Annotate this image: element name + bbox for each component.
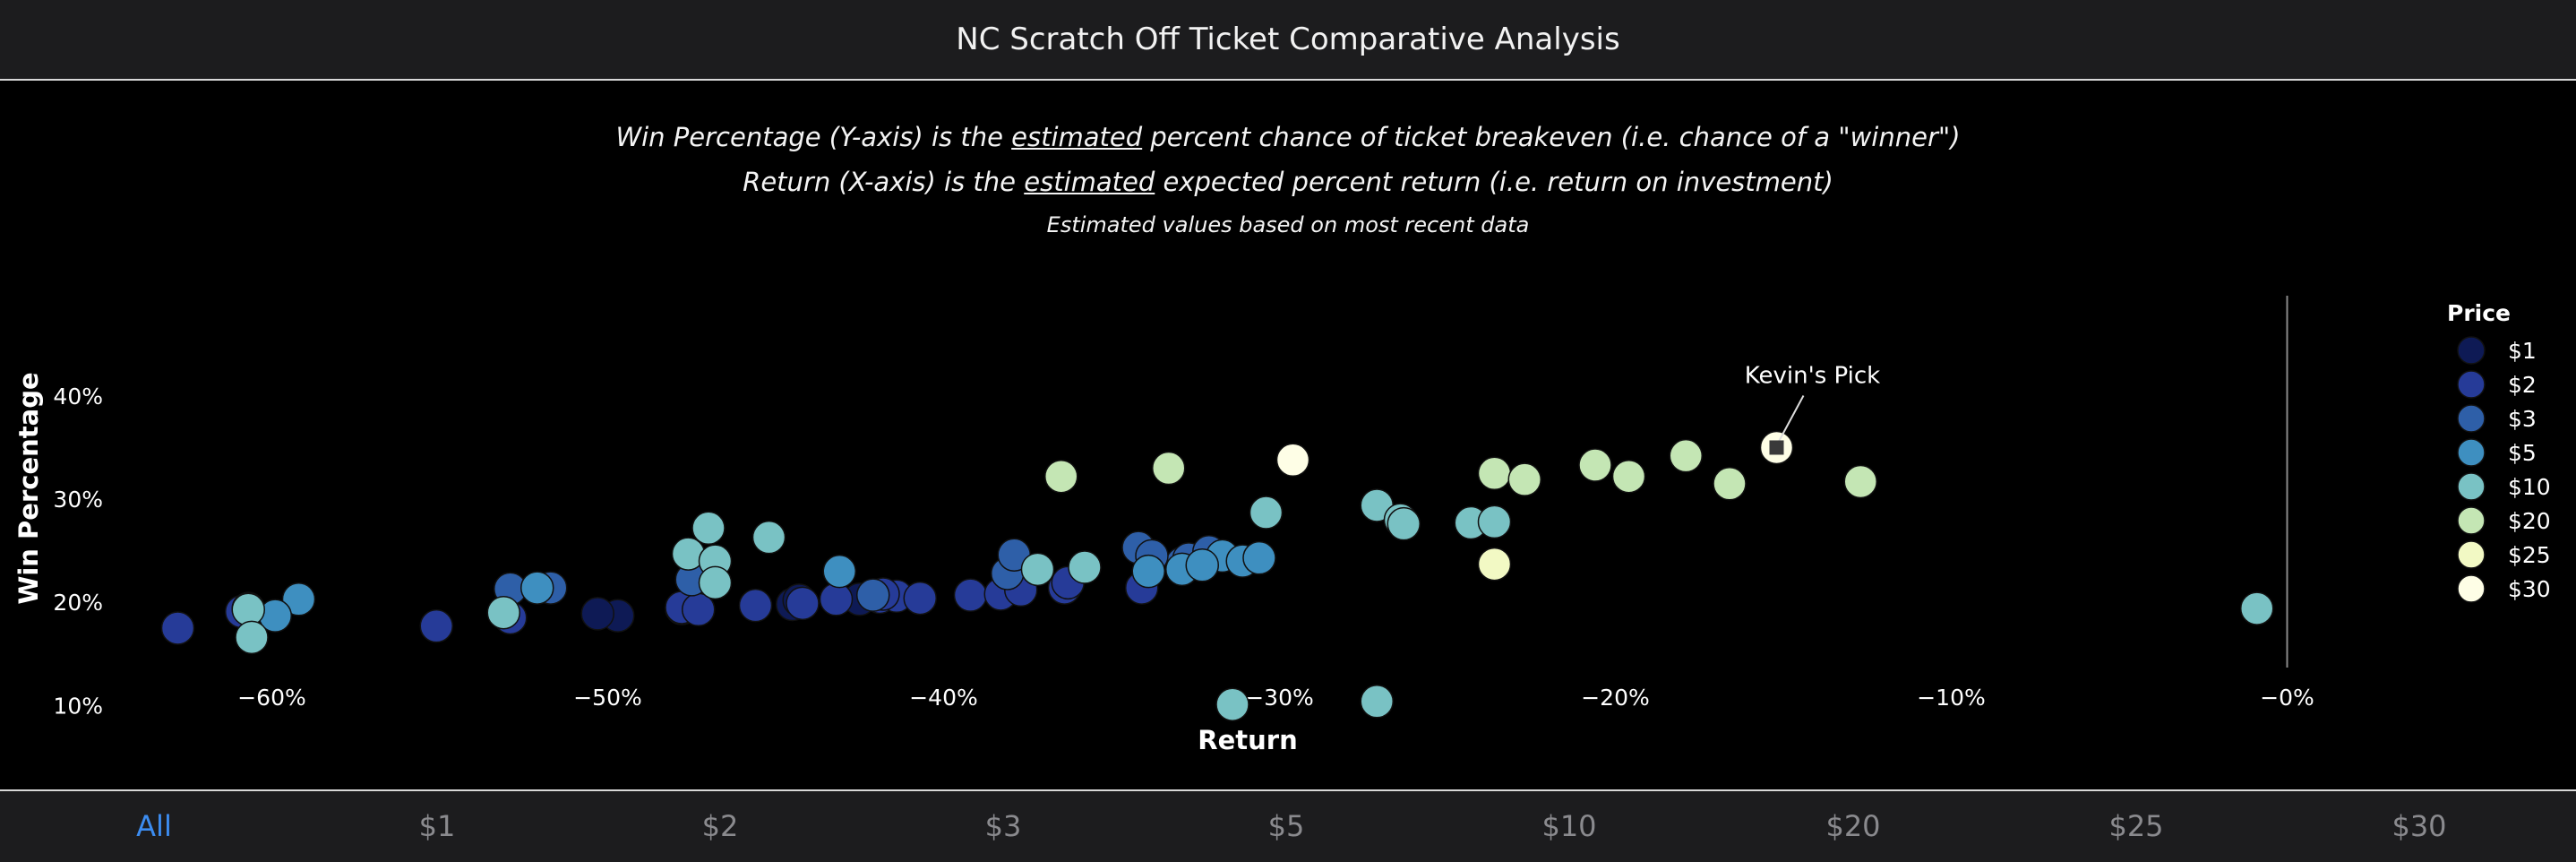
data-point xyxy=(1477,547,1512,582)
legend-label: $3 xyxy=(2508,406,2537,432)
data-point xyxy=(1578,448,1612,482)
legend-swatch xyxy=(2457,404,2486,433)
tab-price-20[interactable]: $20 xyxy=(1825,809,1881,843)
data-point xyxy=(1249,496,1284,530)
tab-price-25[interactable]: $25 xyxy=(2108,809,2164,843)
data-point xyxy=(1275,443,1310,478)
tab-price-30[interactable]: $30 xyxy=(2391,809,2447,843)
data-point xyxy=(1477,504,1512,539)
legend-label: $10 xyxy=(2508,474,2551,500)
data-point xyxy=(1843,464,1877,499)
description-line-2-pre: Return (X-axis) is the xyxy=(743,167,1025,197)
data-point xyxy=(691,511,726,546)
tab-price-5[interactable]: $5 xyxy=(1267,809,1305,843)
data-point xyxy=(1669,438,1703,473)
description-line-1-pre: Win Percentage (Y-axis) is the xyxy=(615,122,1012,152)
tab-price-2[interactable]: $2 xyxy=(701,809,739,843)
data-point xyxy=(819,582,854,616)
x-axis-label: Return xyxy=(1198,725,1297,755)
legend-swatch xyxy=(2457,438,2486,467)
data-point xyxy=(953,578,988,612)
price-tab-bar: All $1 $2 $3 $5 $10 $20 $25 $30 xyxy=(0,789,2576,862)
data-point xyxy=(235,620,269,655)
legend-swatch xyxy=(2457,574,2486,603)
data-point xyxy=(1477,456,1512,491)
data-point xyxy=(698,565,733,600)
annotation-label: Kevin's Pick xyxy=(1745,362,1880,389)
data-point xyxy=(856,578,890,612)
description-line-1-emphasis: estimated xyxy=(1011,122,1143,152)
header-bar: NC Scratch Off Ticket Comparative Analys… xyxy=(0,0,2576,81)
data-point xyxy=(1387,506,1421,541)
annotation-marker xyxy=(1769,440,1784,455)
legend-label: $2 xyxy=(2508,372,2537,398)
data-point xyxy=(1044,459,1078,494)
data-point xyxy=(2240,591,2274,625)
data-point xyxy=(160,611,195,645)
legend-swatch xyxy=(2457,506,2486,535)
data-point xyxy=(1131,554,1165,589)
data-point xyxy=(1185,547,1219,582)
legend-label: $1 xyxy=(2508,338,2537,364)
data-point xyxy=(580,597,614,631)
annotation-arrow xyxy=(1777,395,1805,443)
legend-label: $20 xyxy=(2508,508,2551,534)
data-point xyxy=(419,608,453,643)
data-point xyxy=(486,595,520,630)
data-point xyxy=(1152,451,1186,486)
data-point xyxy=(1020,552,1055,587)
x-tick-label: −40% xyxy=(909,685,978,711)
description-line-3: Estimated values based on most recent da… xyxy=(1046,212,1530,237)
data-point xyxy=(822,554,856,589)
x-tick-label: −0% xyxy=(2260,685,2314,711)
data-point xyxy=(903,581,937,616)
y-tick-label: 40% xyxy=(53,384,103,409)
tab-all[interactable]: All xyxy=(136,809,172,843)
data-point xyxy=(281,582,316,616)
data-point xyxy=(1507,462,1541,496)
y-tick-label: 20% xyxy=(53,590,103,616)
data-point xyxy=(738,588,773,623)
legend-label: $5 xyxy=(2508,440,2537,466)
tab-price-10[interactable]: $10 xyxy=(1541,809,1597,843)
legend-label: $30 xyxy=(2508,576,2551,602)
description-line-2-emphasis: estimated xyxy=(1024,167,1155,197)
tab-price-1[interactable]: $1 xyxy=(418,809,456,843)
description-line-1: Win Percentage (Y-axis) is the estimated… xyxy=(0,115,2576,159)
x-tick-label: −60% xyxy=(237,685,306,711)
tab-price-3[interactable]: $3 xyxy=(984,809,1022,843)
y-tick-label: 30% xyxy=(53,487,103,513)
x-tick-label: −20% xyxy=(1581,685,1650,711)
page-title: NC Scratch Off Ticket Comparative Analys… xyxy=(956,22,1620,57)
legend-swatch xyxy=(2457,540,2486,569)
x-tick-label: −30% xyxy=(1245,685,1314,711)
data-point xyxy=(1360,684,1394,719)
chart-description: Win Percentage (Y-axis) is the estimated… xyxy=(0,115,2576,246)
description-line-1-post: percent chance of ticket breakeven (i.e.… xyxy=(1142,122,1961,152)
x-tick-label: −50% xyxy=(573,685,642,711)
legend-swatch xyxy=(2457,370,2486,399)
legend-swatch xyxy=(2457,472,2486,501)
data-point xyxy=(1713,467,1747,501)
data-point xyxy=(1215,687,1249,721)
data-point xyxy=(1611,459,1646,494)
description-line-2-post: expected percent return (i.e. return on … xyxy=(1155,167,1833,197)
legend-swatch xyxy=(2457,336,2486,365)
data-point xyxy=(231,592,265,627)
y-tick-label: 10% xyxy=(53,693,103,719)
y-axis-label: Win Percentage xyxy=(13,372,44,604)
data-point xyxy=(786,586,820,621)
legend-title: Price xyxy=(2447,300,2511,326)
data-point xyxy=(1068,550,1102,584)
description-line-2: Return (X-axis) is the estimated expecte… xyxy=(0,159,2576,204)
legend-label: $25 xyxy=(2508,542,2551,568)
scatter-chart: −60% −50% −40% −30% −20% −10% −0% 10% 20% 30% 40% R… xyxy=(13,296,2551,755)
data-point xyxy=(751,520,786,555)
x-tick-label: −10% xyxy=(1917,685,1986,711)
data-point xyxy=(1242,540,1276,575)
data-point xyxy=(520,571,554,605)
